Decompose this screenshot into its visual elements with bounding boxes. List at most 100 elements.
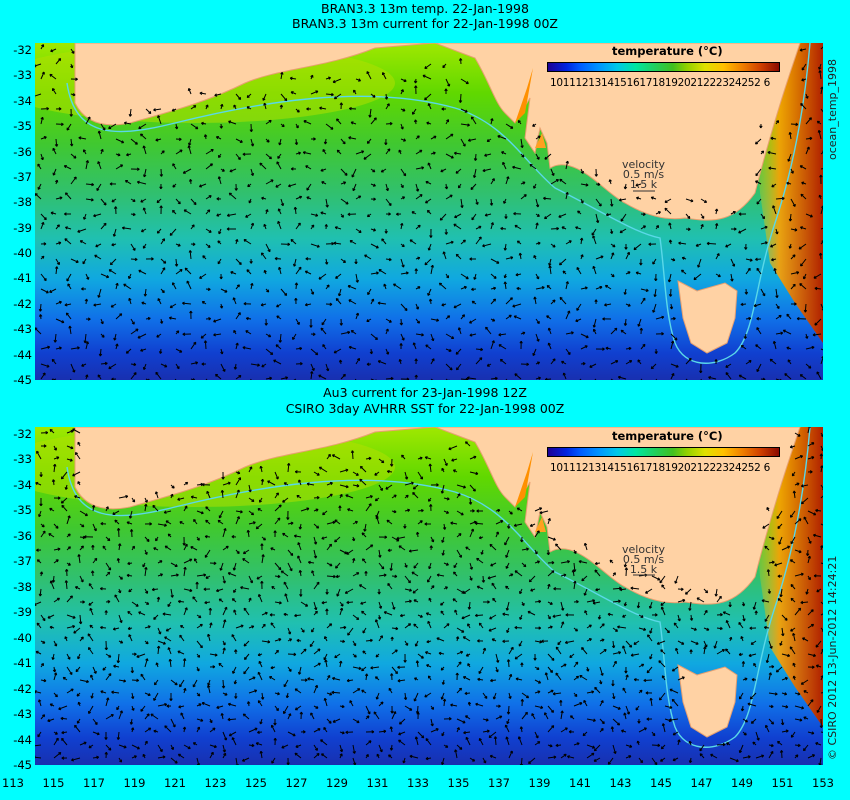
current-arrow-head <box>396 213 399 216</box>
current-arrow-head <box>269 334 272 337</box>
current-arrow <box>366 71 372 80</box>
current-arrow-head <box>250 282 253 286</box>
current-arrow-head <box>133 372 137 374</box>
current-arrow <box>40 117 44 125</box>
current-arrow <box>475 348 483 351</box>
current-arrow <box>115 313 123 320</box>
current-arrow <box>415 167 424 170</box>
current-arrow <box>460 138 466 147</box>
current-arrow-head <box>794 228 798 231</box>
current-arrow-head <box>189 310 192 314</box>
current-arrow-head <box>449 348 452 352</box>
current-arrow-head <box>555 543 557 547</box>
current-arrow-head <box>79 240 82 244</box>
current-arrow-head <box>87 317 91 320</box>
current-arrow-head <box>339 607 343 611</box>
current-arrow-head <box>648 243 652 246</box>
current-arrow-head <box>538 599 542 602</box>
current-arrow <box>412 492 419 499</box>
current-arrow <box>775 197 785 200</box>
current-arrow-head <box>164 636 167 640</box>
current-arrow-head <box>288 185 291 188</box>
current-arrow-head <box>426 210 429 214</box>
current-arrow-head <box>594 299 597 302</box>
current-arrow <box>370 378 375 380</box>
current-arrow <box>258 594 263 603</box>
current-arrow-head <box>549 625 553 628</box>
current-arrow <box>365 639 373 642</box>
current-arrow-head <box>799 165 802 169</box>
current-arrow <box>131 529 133 538</box>
current-arrow <box>610 252 614 260</box>
current-arrow-head <box>722 611 726 615</box>
current-arrow <box>799 48 807 51</box>
current-arrow-head <box>107 600 111 602</box>
current-arrow-head <box>36 549 39 552</box>
current-arrow-head <box>143 367 147 370</box>
current-arrow <box>138 611 146 616</box>
top-map-panel[interactable] <box>35 43 823 380</box>
current-arrow-head <box>820 435 823 438</box>
current-arrow <box>70 138 73 147</box>
current-arrow <box>279 333 282 343</box>
current-arrow-head <box>767 151 771 155</box>
current-arrow-head <box>53 463 56 467</box>
current-arrow-head <box>35 66 37 68</box>
current-arrow <box>519 253 522 260</box>
current-arrow-head <box>43 444 47 447</box>
current-arrow <box>805 117 812 125</box>
current-arrow-head <box>129 516 133 519</box>
mainland-australia <box>74 427 801 605</box>
current-arrow-head <box>218 156 221 158</box>
current-arrow-head <box>384 535 388 538</box>
current-arrow-head <box>237 471 241 474</box>
current-arrow <box>188 145 192 155</box>
current-arrow-head <box>250 129 254 132</box>
current-arrow <box>310 371 313 380</box>
current-arrow-head <box>655 278 658 282</box>
current-arrow-head <box>207 634 209 637</box>
current-arrow-head <box>324 141 328 145</box>
current-arrow-head <box>738 375 741 378</box>
current-arrow-head <box>788 132 791 135</box>
current-arrow <box>400 333 405 341</box>
current-arrow-head <box>205 104 208 107</box>
current-arrow-head <box>506 608 510 611</box>
current-arrow <box>505 297 513 305</box>
current-arrow-head <box>385 230 388 234</box>
current-arrow-head <box>219 516 222 519</box>
current-arrow-head <box>441 304 445 307</box>
current-arrow-head <box>400 615 403 618</box>
current-arrow <box>243 640 250 647</box>
current-arrow-head <box>66 128 70 131</box>
current-arrow-head <box>491 202 494 206</box>
current-arrow <box>753 303 762 307</box>
current-arrow <box>370 243 379 249</box>
current-arrow <box>800 193 807 200</box>
current-arrow-head <box>183 566 186 570</box>
current-arrow <box>172 163 177 170</box>
current-arrow <box>385 183 389 191</box>
current-arrow-head <box>42 157 44 160</box>
current-arrow <box>445 153 454 159</box>
current-arrow <box>652 258 657 265</box>
current-arrow-head <box>766 569 769 572</box>
current-arrow <box>376 516 380 525</box>
current-arrow <box>673 622 679 629</box>
current-arrow <box>145 108 152 114</box>
bottom-map-panel[interactable] <box>35 427 823 765</box>
current-arrow-head <box>348 299 351 303</box>
current-arrow <box>306 183 312 191</box>
current-arrow-head <box>306 188 310 191</box>
current-arrow <box>287 549 294 556</box>
current-arrow <box>303 120 312 125</box>
current-arrow-head <box>192 378 196 380</box>
current-arrow <box>294 614 302 617</box>
current-arrow-head <box>749 627 753 630</box>
current-arrow-head <box>706 590 709 593</box>
current-arrow <box>415 194 423 200</box>
current-arrow-head <box>165 520 168 524</box>
current-arrow-head <box>505 555 509 558</box>
current-arrow-head <box>516 507 519 511</box>
current-arrow-head <box>546 315 549 319</box>
